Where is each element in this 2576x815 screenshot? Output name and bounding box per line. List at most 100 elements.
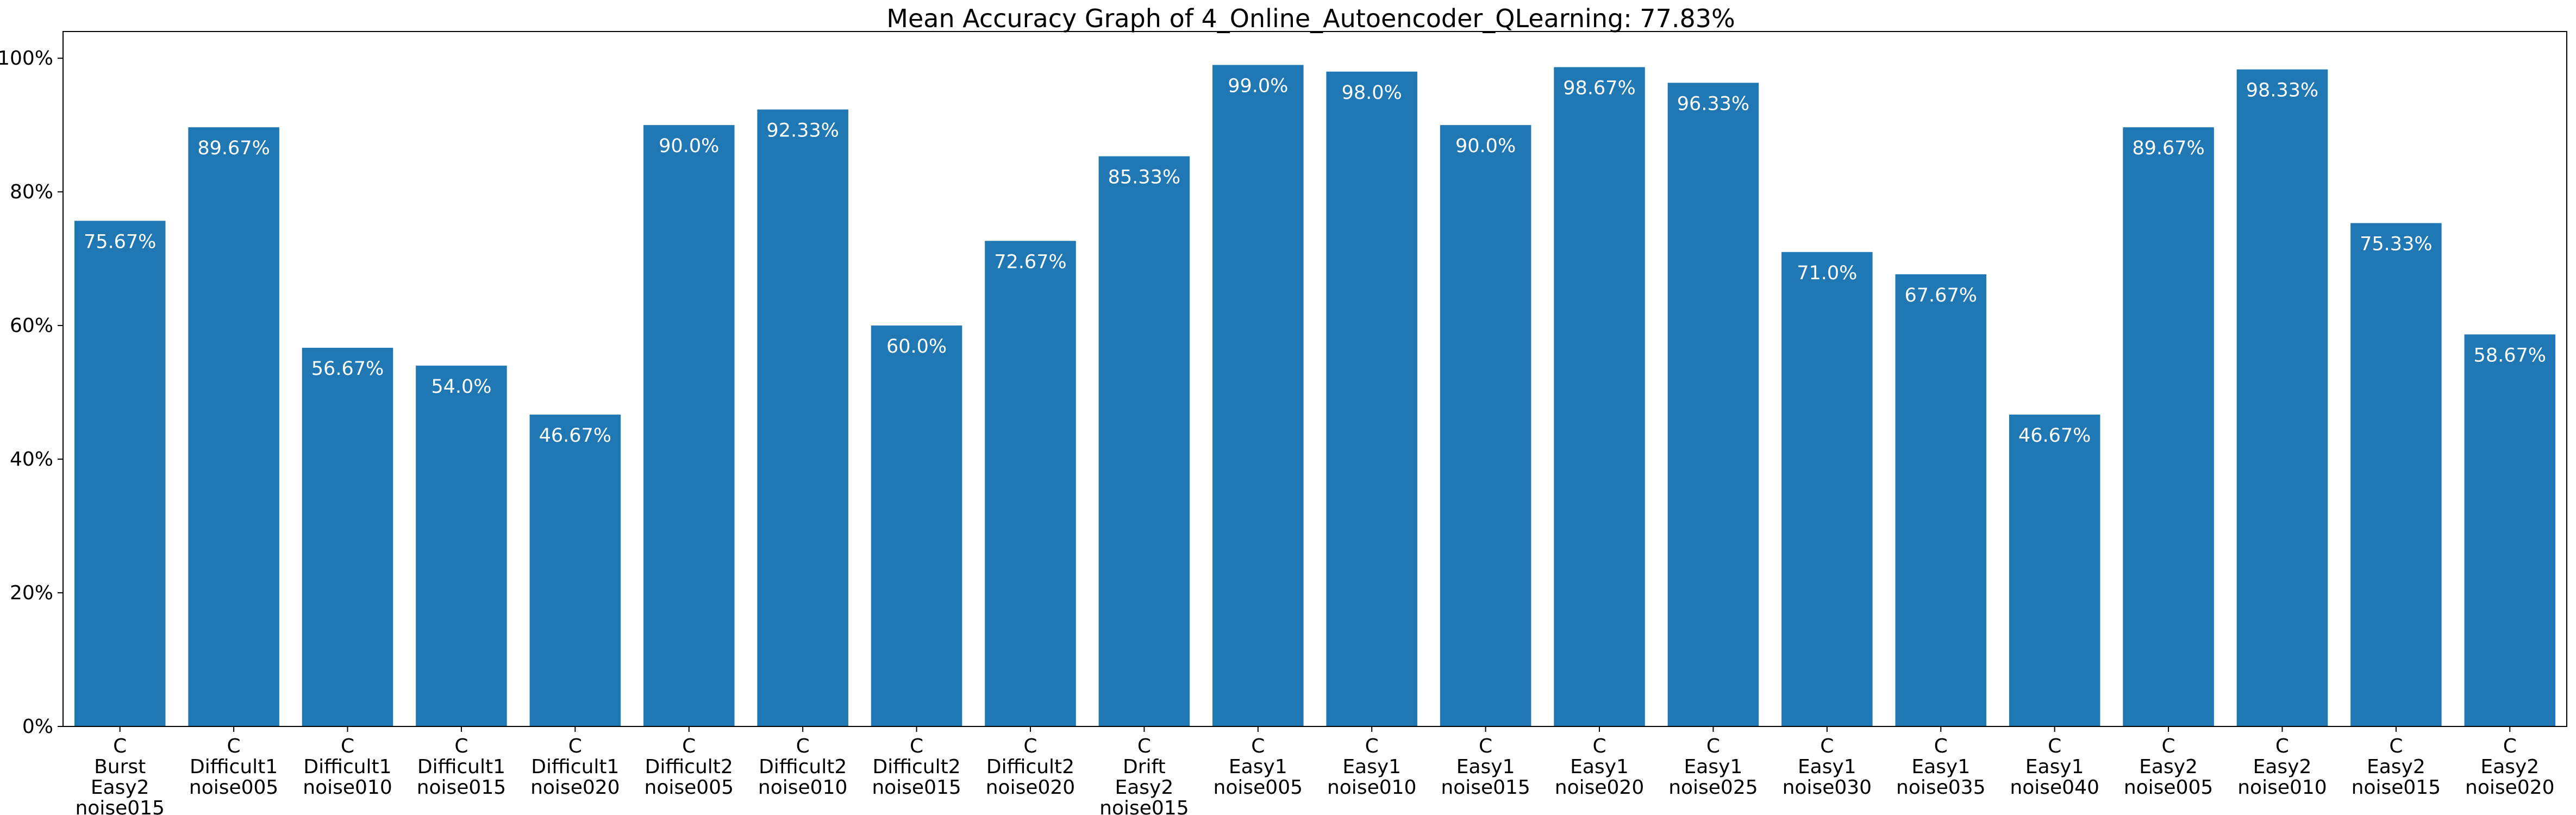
bar-value-label: 67.67%	[1905, 285, 1977, 306]
x-tick-label: Easy2	[91, 776, 149, 799]
bar	[1895, 274, 1987, 726]
x-tick-label: Easy1	[1229, 756, 1287, 778]
bar-value-label: 72.67%	[994, 251, 1066, 273]
bar-value-label: 90.0%	[659, 135, 719, 157]
bar-value-label: 89.67%	[2132, 137, 2204, 159]
x-tick-label: C	[1137, 735, 1151, 757]
x-tick-label: C	[2389, 735, 2403, 757]
bar	[1554, 67, 1645, 727]
bar	[1781, 252, 1873, 726]
x-tick-label: Difficult1	[531, 756, 619, 778]
x-tick-label: noise015	[75, 797, 164, 815]
bar-value-label: 89.67%	[197, 137, 270, 159]
x-tick-label: C	[113, 735, 127, 757]
x-tick-label: Drift	[1123, 756, 1166, 778]
bar-value-label: 90.0%	[1455, 135, 1516, 157]
x-tick-label: noise040	[2010, 776, 2099, 799]
bar-value-label: 75.33%	[2360, 234, 2432, 255]
bar	[2009, 415, 2100, 726]
bar-value-label: 46.67%	[2018, 425, 2091, 447]
x-tick-label: noise020	[530, 776, 620, 799]
bar-value-label: 56.67%	[311, 358, 384, 380]
x-tick-label: Difficult2	[645, 756, 733, 778]
x-tick-label: Difficult1	[303, 756, 391, 778]
bar	[1326, 71, 1417, 727]
bar-value-label: 98.0%	[1342, 82, 1402, 104]
bar-value-label: 96.33%	[1677, 93, 1749, 115]
bar-value-label: 71.0%	[1797, 262, 1857, 284]
x-tick-label: noise010	[2237, 776, 2327, 799]
bar-value-label: 99.0%	[1228, 75, 1288, 97]
x-tick-label: Difficult1	[417, 756, 505, 778]
x-tick-label: C	[568, 735, 582, 757]
y-tick-label: 80%	[10, 181, 53, 203]
bar	[2236, 69, 2328, 726]
bar	[1098, 156, 1190, 726]
x-tick-label: Easy1	[1911, 756, 1970, 778]
bar	[871, 325, 962, 726]
x-tick-label: C	[2161, 735, 2175, 757]
bar	[757, 109, 848, 726]
bar-value-label: 58.67%	[2474, 344, 2546, 366]
data-labels-group: 75.67% 89.67% 56.67% 54.0% 46.67% 90.0% 92.33%…	[84, 75, 2546, 447]
chart-title: Mean Accuracy Graph of 4_Online_Autoenco…	[886, 4, 1735, 33]
x-tick-label: noise030	[1783, 776, 1872, 799]
bar	[1667, 83, 1759, 726]
x-tick-label: Easy1	[1570, 756, 1629, 778]
y-tick-label: 0%	[22, 716, 53, 738]
x-tick-label: noise005	[2124, 776, 2213, 799]
x-tick-label: C	[1820, 735, 1834, 757]
x-tick-label: C	[341, 735, 354, 757]
x-tick-label: Easy1	[1798, 756, 1856, 778]
bar	[985, 241, 1076, 727]
x-tick-label: Difficult2	[872, 756, 960, 778]
x-tick-label: C	[1706, 735, 1720, 757]
x-tick-label: noise010	[758, 776, 847, 799]
x-tick-label: Easy2	[2253, 756, 2312, 778]
bar	[74, 221, 166, 726]
x-tick-label: noise015	[2352, 776, 2441, 799]
bar-value-label: 60.0%	[886, 336, 947, 358]
x-tick-label: noise010	[1327, 776, 1416, 799]
x-tick-label: Difficult2	[986, 756, 1074, 778]
x-tick-label: noise015	[1099, 797, 1189, 815]
bar	[2123, 127, 2214, 726]
x-tick-label: Difficult1	[190, 756, 278, 778]
x-tick-label: Difficult2	[759, 756, 847, 778]
x-tick-label: noise020	[1555, 776, 1644, 799]
x-tick-label: Easy1	[1684, 756, 1743, 778]
x-tick-label: C	[1365, 735, 1379, 757]
x-tick-label: Easy1	[2025, 756, 2084, 778]
y-tick-label: 20%	[10, 582, 53, 604]
x-tick-label: Easy2	[2480, 756, 2539, 778]
bar-value-label: 54.0%	[431, 376, 491, 398]
bar-value-label: 98.67%	[1563, 78, 1635, 99]
x-tick-label: Easy2	[1115, 776, 1173, 799]
x-tick-label: C	[2048, 735, 2061, 757]
x-tick-label: C	[227, 735, 241, 757]
x-tick-label: C	[454, 735, 468, 757]
x-tick-label: C	[2503, 735, 2517, 757]
bar	[2350, 223, 2442, 726]
x-tick-label: noise010	[303, 776, 392, 799]
x-axis: CBurstEasy2noise015CDifficult1noise005CD…	[75, 726, 2555, 815]
bar	[416, 365, 507, 726]
x-tick-label: noise005	[645, 776, 734, 799]
y-tick-label: 60%	[10, 315, 53, 337]
bar-value-label: 85.33%	[1108, 167, 1180, 189]
x-tick-label: C	[682, 735, 696, 757]
plot-frame	[62, 31, 2567, 727]
bar-value-label: 98.33%	[2246, 80, 2318, 102]
x-tick-label: C	[910, 735, 923, 757]
x-tick-label: C	[796, 735, 810, 757]
bar	[2464, 334, 2556, 726]
x-tick-label: noise025	[1668, 776, 1758, 799]
bars-group	[74, 65, 2556, 727]
x-tick-label: C	[1023, 735, 1037, 757]
x-tick-label: noise015	[417, 776, 506, 799]
x-tick-label: Burst	[94, 756, 146, 778]
bar-value-label: 46.67%	[539, 425, 611, 447]
x-tick-label: noise035	[1896, 776, 1985, 799]
bar	[1212, 65, 1304, 727]
